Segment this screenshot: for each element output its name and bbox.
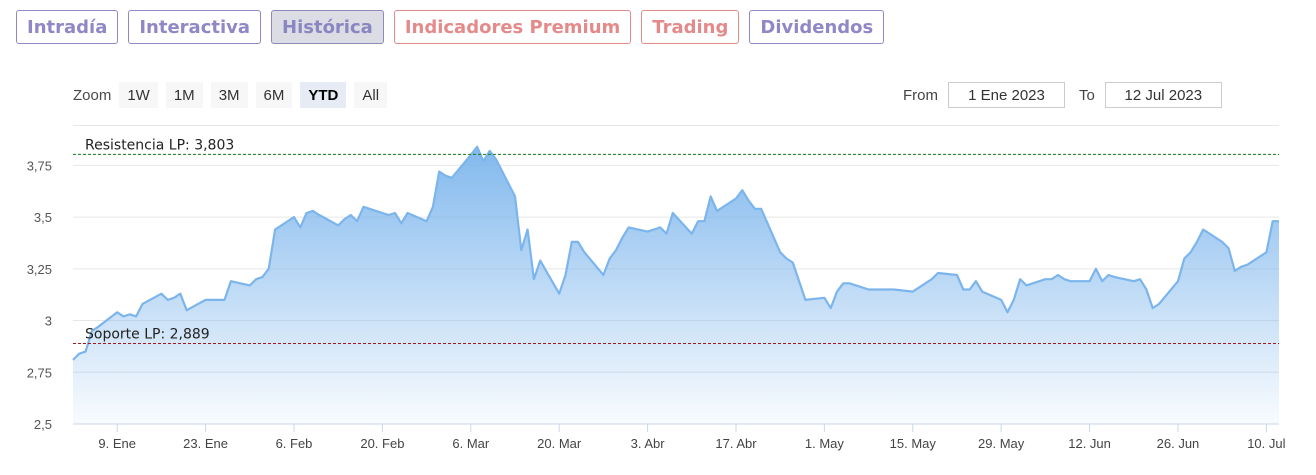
x-tick-label: 3. Abr [631,436,666,451]
x-tick-label: 10. Jul [1247,436,1285,451]
x-tick-label: 9. Ene [98,436,136,451]
to-date-input[interactable] [1104,82,1222,108]
tab-histórica[interactable]: Histórica [271,10,384,44]
support-label: Soporte LP: 2,889 [85,327,210,343]
tab-interactiva[interactable]: Interactiva [128,10,262,44]
x-tick-label: 6. Mar [452,436,490,451]
x-tick-label: 6. Feb [276,436,313,451]
tab-indicadores-premium[interactable]: Indicadores Premium [393,10,632,44]
zoom-ytd-button[interactable]: YTD [300,82,347,108]
x-tick-label: 15. May [890,436,937,451]
y-tick-label: 3,75 [27,158,52,173]
x-tick-label: 23. Ene [183,436,228,451]
y-tick-label: 2,75 [27,365,52,380]
y-tick-label: 3,25 [27,262,52,277]
x-tick-label: 1. May [805,436,845,451]
x-tick-label: 12. Jun [1068,436,1111,451]
x-tick-label: 29. May [978,436,1025,451]
tab-intradía[interactable]: Intradía [16,10,119,44]
x-tick-label: 17. Abr [715,436,757,451]
x-tick-label: 20. Feb [360,436,404,451]
zoom-label: Zoom [73,86,112,104]
zoom-selector: Zoom 1W 1M 3M 6M YTD All [73,82,395,108]
y-tick-label: 2,5 [34,417,52,432]
zoom-1m-button[interactable]: 1M [165,82,203,108]
from-label: From [903,86,938,104]
y-tick-label: 3,5 [34,210,52,225]
from-date-input[interactable] [948,82,1065,108]
zoom-6m-button[interactable]: 6M [255,82,293,108]
zoom-all-button[interactable]: All [354,82,388,108]
price-line [72,145,1279,361]
price-area-fill [73,146,1279,425]
resistance-label: Resistencia LP: 3,803 [85,137,234,153]
tab-bar: Intradía Interactiva Histórica Indicadores … [16,10,885,44]
x-tick-label: 20. Mar [537,436,582,451]
zoom-3m-button[interactable]: 3M [210,82,248,108]
to-label: To [1079,86,1095,104]
date-range-selector: From To [903,82,1222,108]
zoom-1w-button[interactable]: 1W [119,82,158,108]
tab-dividendos[interactable]: Dividendos [749,10,885,44]
x-tick-label: 26. Jun [1157,436,1200,451]
y-tick-label: 3 [45,314,52,329]
tab-trading[interactable]: Trading [641,10,740,44]
